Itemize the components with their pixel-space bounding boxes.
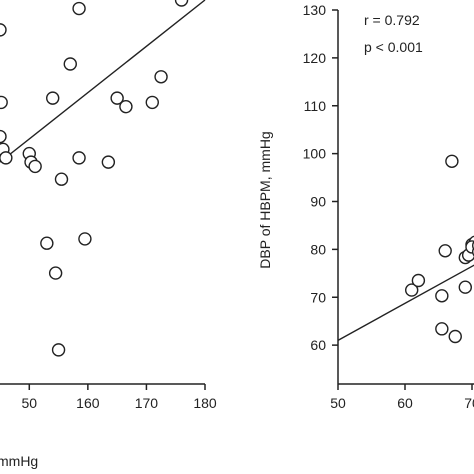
left-data-point bbox=[0, 95, 8, 110]
right-y-axis-label: DBP of HBPM, mmHg bbox=[257, 131, 273, 268]
right-y-tick-label: 130 bbox=[303, 2, 327, 18]
left-data-point bbox=[63, 57, 77, 71]
left-data-point bbox=[48, 266, 63, 280]
left-data-point bbox=[174, 0, 189, 7]
left-x-tick-label: 170 bbox=[135, 395, 159, 411]
left-trendline-line bbox=[0, 0, 206, 163]
right-panel: 60 70 80 90 100 110 120 130 50 60 70 DBP of HBPM,… bbox=[257, 2, 474, 411]
left-data-point bbox=[46, 91, 60, 105]
right-data-point bbox=[445, 154, 459, 168]
right-data-point bbox=[435, 322, 449, 336]
left-trendline bbox=[0, 0, 206, 163]
right-data-point bbox=[411, 273, 426, 288]
left-x-tick-label: 50 bbox=[21, 395, 37, 411]
right-y-tick-label: 60 bbox=[310, 337, 326, 353]
left-panel: 50 160 170 180 mmHg bbox=[0, 0, 217, 469]
right-x-tick-label: 70 bbox=[464, 395, 474, 411]
right-x-tick-label: 60 bbox=[397, 395, 413, 411]
left-data-point bbox=[154, 70, 168, 84]
left-data-point bbox=[0, 151, 13, 165]
right-y-tick-label: 70 bbox=[310, 289, 326, 305]
right-y-tick-label: 80 bbox=[310, 241, 326, 257]
left-data-point bbox=[40, 236, 54, 250]
right-data-point bbox=[435, 289, 449, 303]
right-data-point bbox=[465, 240, 474, 254]
left-data-point bbox=[28, 159, 42, 174]
right-y-ticks: 60 70 80 90 100 110 120 130 bbox=[303, 2, 338, 353]
right-data-point bbox=[405, 283, 419, 297]
right-y-tick-label: 110 bbox=[304, 98, 327, 114]
left-data-point bbox=[101, 155, 116, 169]
left-data-point bbox=[145, 95, 159, 110]
stat-p: p < 0.001 bbox=[364, 39, 423, 55]
right-data-point bbox=[458, 280, 472, 294]
left-x-tick-label: 160 bbox=[76, 395, 100, 411]
right-x-ticks: 50 60 70 bbox=[330, 384, 474, 411]
stat-r: r = 0.792 bbox=[364, 12, 420, 28]
left-data-point bbox=[51, 343, 66, 357]
left-data-point bbox=[0, 129, 7, 144]
right-trendline bbox=[337, 264, 474, 341]
left-data-point bbox=[119, 99, 133, 114]
left-data-point bbox=[54, 172, 69, 186]
left-x-axis-label: mmHg bbox=[0, 453, 38, 469]
right-y-tick-label: 100 bbox=[303, 146, 327, 162]
right-y-tick-label: 120 bbox=[303, 50, 327, 66]
left-points bbox=[0, 0, 189, 357]
right-x-tick-label: 50 bbox=[330, 395, 346, 411]
left-data-point bbox=[78, 232, 92, 246]
right-y-tick-label: 90 bbox=[310, 194, 326, 210]
left-data-point bbox=[72, 151, 86, 165]
right-data-point bbox=[448, 329, 462, 344]
left-data-point bbox=[0, 23, 7, 37]
left-data-point bbox=[110, 91, 124, 105]
right-data-point bbox=[438, 244, 452, 258]
left-x-ticks: 50 160 170 180 bbox=[21, 384, 217, 411]
right-points bbox=[405, 154, 474, 344]
right-trendline-line bbox=[337, 264, 474, 341]
left-x-tick-label: 180 bbox=[193, 395, 217, 411]
left-data-point bbox=[72, 1, 86, 16]
